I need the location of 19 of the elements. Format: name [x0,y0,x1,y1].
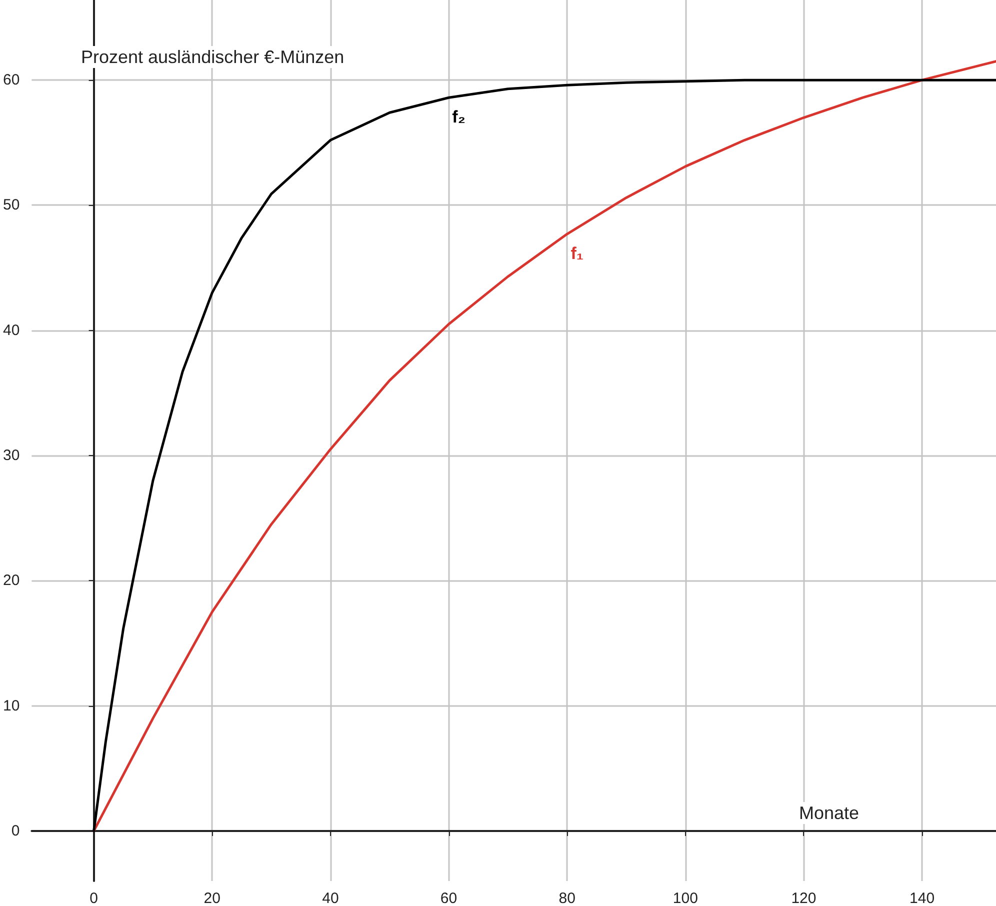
x-tick-label: 80 [558,890,576,906]
y-tick-label: 0 [11,822,20,840]
y-tick-label: 20 [2,572,20,590]
series-label: f₂ [452,108,466,127]
x-tick-label: 20 [204,890,220,906]
x-tick-label: 40 [322,890,339,906]
x-tick-label: 60 [440,890,458,906]
y-tick-label: 60 [2,72,20,89]
y-tick-label: 40 [2,322,20,339]
y-axis-title: Prozent ausländischer €-Münzen [81,47,344,67]
y-tick-label: 50 [2,196,20,214]
x-axis-title: Monate [798,803,860,823]
x-tick-label: 100 [672,890,698,906]
series-label: f₁ [570,244,584,264]
y-tick-label: 30 [2,447,20,464]
x-tick-label: 0 [90,890,98,906]
x-tick-label: 120 [791,890,816,906]
y-tick-label: 10 [2,697,20,714]
x-tick-label: 140 [910,890,935,906]
